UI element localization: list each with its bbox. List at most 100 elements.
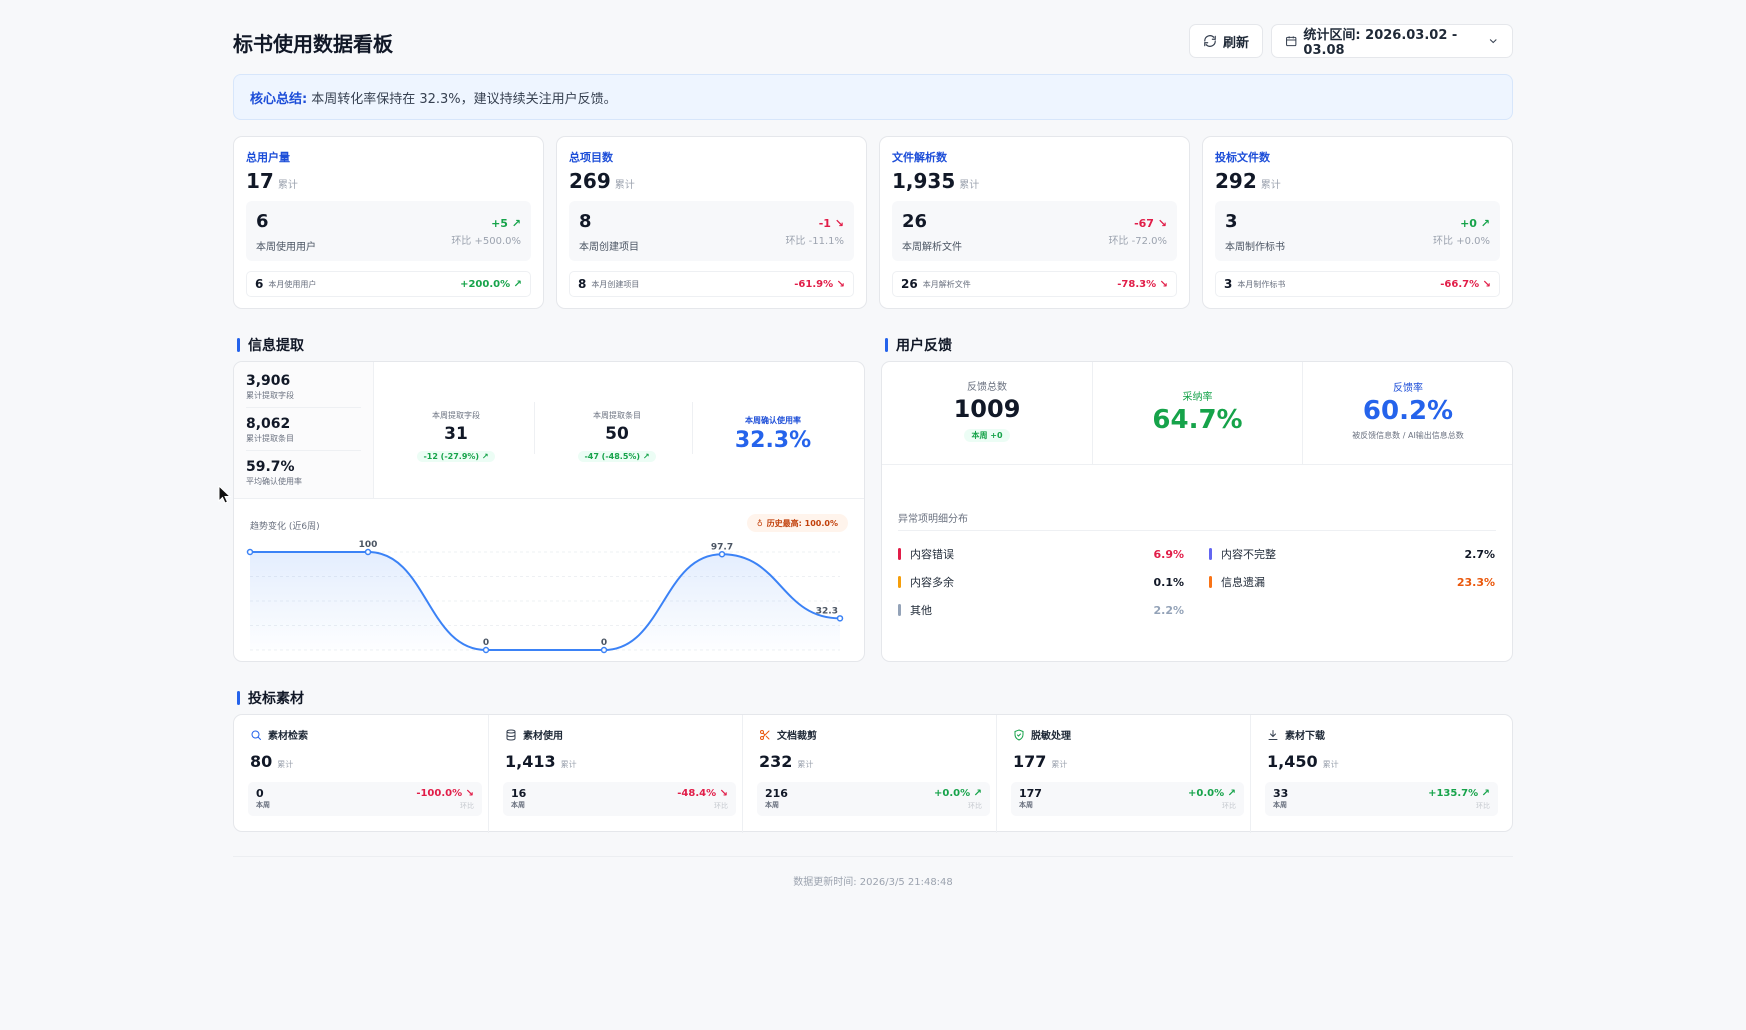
kpi-total-unit: 累计 [959, 180, 980, 191]
material-week-box: 33 本周 +135.7% ↗ 环比 [1265, 782, 1498, 816]
kpi-month-row: 8 本月创建项目 -61.9% ↘ [569, 271, 854, 297]
material-week-value: 16 [511, 787, 527, 800]
anomaly-title: 异常项明细分布 [898, 514, 968, 525]
trend-point[interactable] [836, 615, 844, 622]
material-head: 脱敏处理 [1013, 727, 1234, 742]
materials-heading: 投标素材 [237, 688, 304, 708]
anomaly-item: 内容错误 6.9% [898, 546, 1184, 562]
info-heading-text: 信息提取 [248, 338, 304, 354]
material-title: 脱敏处理 [1031, 731, 1071, 742]
material-week-box: 177 本周 +0.0% ↗ 环比 [1011, 782, 1244, 816]
weekly-label: 本周提取字段 [432, 411, 480, 420]
material-card: 文档裁剪 232 累计 216 本周 +0.0% ↗ 环比 [742, 715, 996, 833]
kpi-month-delta-value: -78.3% [1117, 278, 1157, 290]
material-card: 脱敏处理 177 累计 177 本周 +0.0% ↗ 环比 [996, 715, 1250, 833]
search-icon [251, 730, 261, 740]
material-compare: 环比 [1476, 802, 1490, 810]
date-range-label: 统计区间: 2026.03.02 - 03.08 [1303, 28, 1458, 58]
heading-bar [237, 338, 240, 352]
anomaly-value: 6.9% [1153, 547, 1184, 561]
material-head: 素材下载 [1267, 727, 1488, 742]
kpi-card: 文件解析数 1,935 累计 26 本周解析文件 -67 ↘ 环比 -72.0%… [879, 136, 1190, 309]
material-total-value: 232 [759, 752, 793, 771]
kpi-week-value: 8 [579, 211, 592, 232]
refresh-label: 刷新 [1222, 35, 1249, 51]
shield-icon [1014, 728, 1024, 741]
kpi-week-value: 6 [256, 211, 269, 232]
weekly-chip-text: -12 (-27.9%) [423, 452, 480, 461]
material-week-label: 本周 [511, 801, 525, 809]
info-weekly: 本周提取字段 31 -12 (-27.9%) ↗ 本周提取条目 50 -47 (… [374, 362, 864, 499]
weekly-label: 本周提取条目 [593, 411, 641, 420]
kpi-total-value: 17 [246, 169, 274, 193]
material-total-value: 1,413 [505, 752, 556, 771]
trend-data-label: 32.3 [816, 606, 838, 616]
anomaly-color-bar [898, 576, 901, 588]
kpi-week-delta: +5 ↗ [491, 217, 521, 230]
anomaly-color-bar [1209, 548, 1212, 560]
adoption-label: 采纳率 [1182, 392, 1213, 403]
material-delta-value: +0.0% [934, 788, 971, 799]
feedback-panel: 反馈总数 1009 本周 +0 采纳率 64.7% 反馈率 60.2% 被反馈信… [881, 361, 1513, 662]
mouse-cursor-icon [218, 485, 232, 504]
material-total-value: 177 [1013, 752, 1047, 771]
material-total: 80 累计 [250, 752, 472, 771]
material-compare: 环比 [968, 802, 982, 810]
trend-point[interactable] [482, 646, 490, 654]
weekly-chip-text: -47 (-48.5%) [584, 452, 641, 461]
summary-text: 本周转化率保持在 32.3%，建议持续关注用户反馈。 [311, 91, 617, 107]
stat-avg-rate: 59.7% 平均确认使用率 [246, 459, 361, 487]
date-range-select[interactable]: 统计区间: 2026.03.02 - 03.08 [1271, 24, 1513, 58]
feedback-rate: 反馈率 60.2% 被反馈信息数 / AI输出信息总数 [1303, 362, 1513, 465]
chevron-down-icon [1489, 39, 1497, 44]
trend-data-label: 97.7 [711, 542, 733, 552]
anomaly-value: 0.1% [1153, 575, 1184, 589]
material-week-label: 本周 [256, 801, 270, 809]
kpi-week-box: 3 本周制作标书 +0 ↗ 环比 +0.0% [1215, 201, 1500, 261]
kpi-month-value: 26 [901, 277, 918, 291]
anomaly-label: 内容不完整 [1221, 548, 1276, 561]
kpi-month-label: 本月制作标书 [1237, 279, 1286, 289]
trend-point[interactable] [246, 548, 254, 556]
anomaly-color-bar [898, 548, 901, 560]
summary-banner: 核心总结: 本周转化率保持在 32.3%，建议持续关注用户反馈。 [233, 74, 1513, 120]
material-total-value: 80 [250, 752, 273, 771]
history-high-text: 历史最高: 100.0% [766, 518, 838, 528]
refresh-button[interactable]: 刷新 [1188, 24, 1263, 58]
page-title: 标书使用数据看板 [233, 32, 393, 56]
kpi-month-delta-value: +200.0% [460, 278, 511, 290]
divider [898, 530, 1496, 531]
divider [233, 856, 1513, 857]
divider [534, 402, 535, 454]
material-week-label: 本周 [1019, 801, 1033, 809]
trend-down-icon: ↘ [1157, 217, 1167, 230]
anomaly-item: 内容不完整 2.7% [1209, 546, 1495, 562]
kpi-week-value: 3 [1225, 211, 1238, 232]
trend-down-icon: ↘ [834, 217, 844, 230]
kpi-card: 投标文件数 292 累计 3 本周制作标书 +0 ↗ 环比 +0.0% 3 本月… [1202, 136, 1513, 309]
kpi-week-label: 本周创建项目 [579, 242, 639, 253]
trend-point[interactable] [364, 548, 372, 556]
trend-point[interactable] [718, 551, 726, 558]
kpi-week-compare: 环比 -72.0% [1108, 236, 1167, 247]
material-week-box: 216 本周 +0.0% ↗ 环比 [757, 782, 990, 816]
kpi-total: 292 累计 [1215, 169, 1500, 193]
material-compare: 环比 [460, 802, 474, 810]
divider [692, 402, 693, 454]
material-week-label: 本周 [1273, 801, 1287, 809]
material-week-value: 0 [256, 787, 264, 800]
kpi-total-value: 269 [569, 169, 611, 193]
materials-panel: 素材检索 80 累计 0 本周 -100.0% ↘ 环比 素材使用 1,413 … [233, 714, 1513, 833]
kpi-month-row: 3 本月制作标书 -66.7% ↘ [1215, 271, 1500, 297]
trend-down-icon: ↘ [1159, 278, 1168, 290]
kpi-total-unit: 累计 [1260, 180, 1281, 191]
stat-value: 59.7% [246, 459, 295, 475]
kpi-week-compare: 环比 +500.0% [451, 236, 521, 247]
material-total-unit: 累计 [277, 760, 294, 769]
weekly-fields: 本周提取字段 31 -12 (-27.9%) ↗ [377, 410, 535, 463]
trend-point[interactable] [600, 646, 608, 654]
anomaly-label: 其他 [910, 604, 932, 617]
kpi-week-delta: -67 ↘ [1134, 217, 1167, 230]
kpi-card: 总项目数 269 累计 8 本周创建项目 -1 ↘ 环比 -11.1% 8 本月… [556, 136, 867, 309]
trend-down-icon: ↘ [465, 788, 474, 799]
